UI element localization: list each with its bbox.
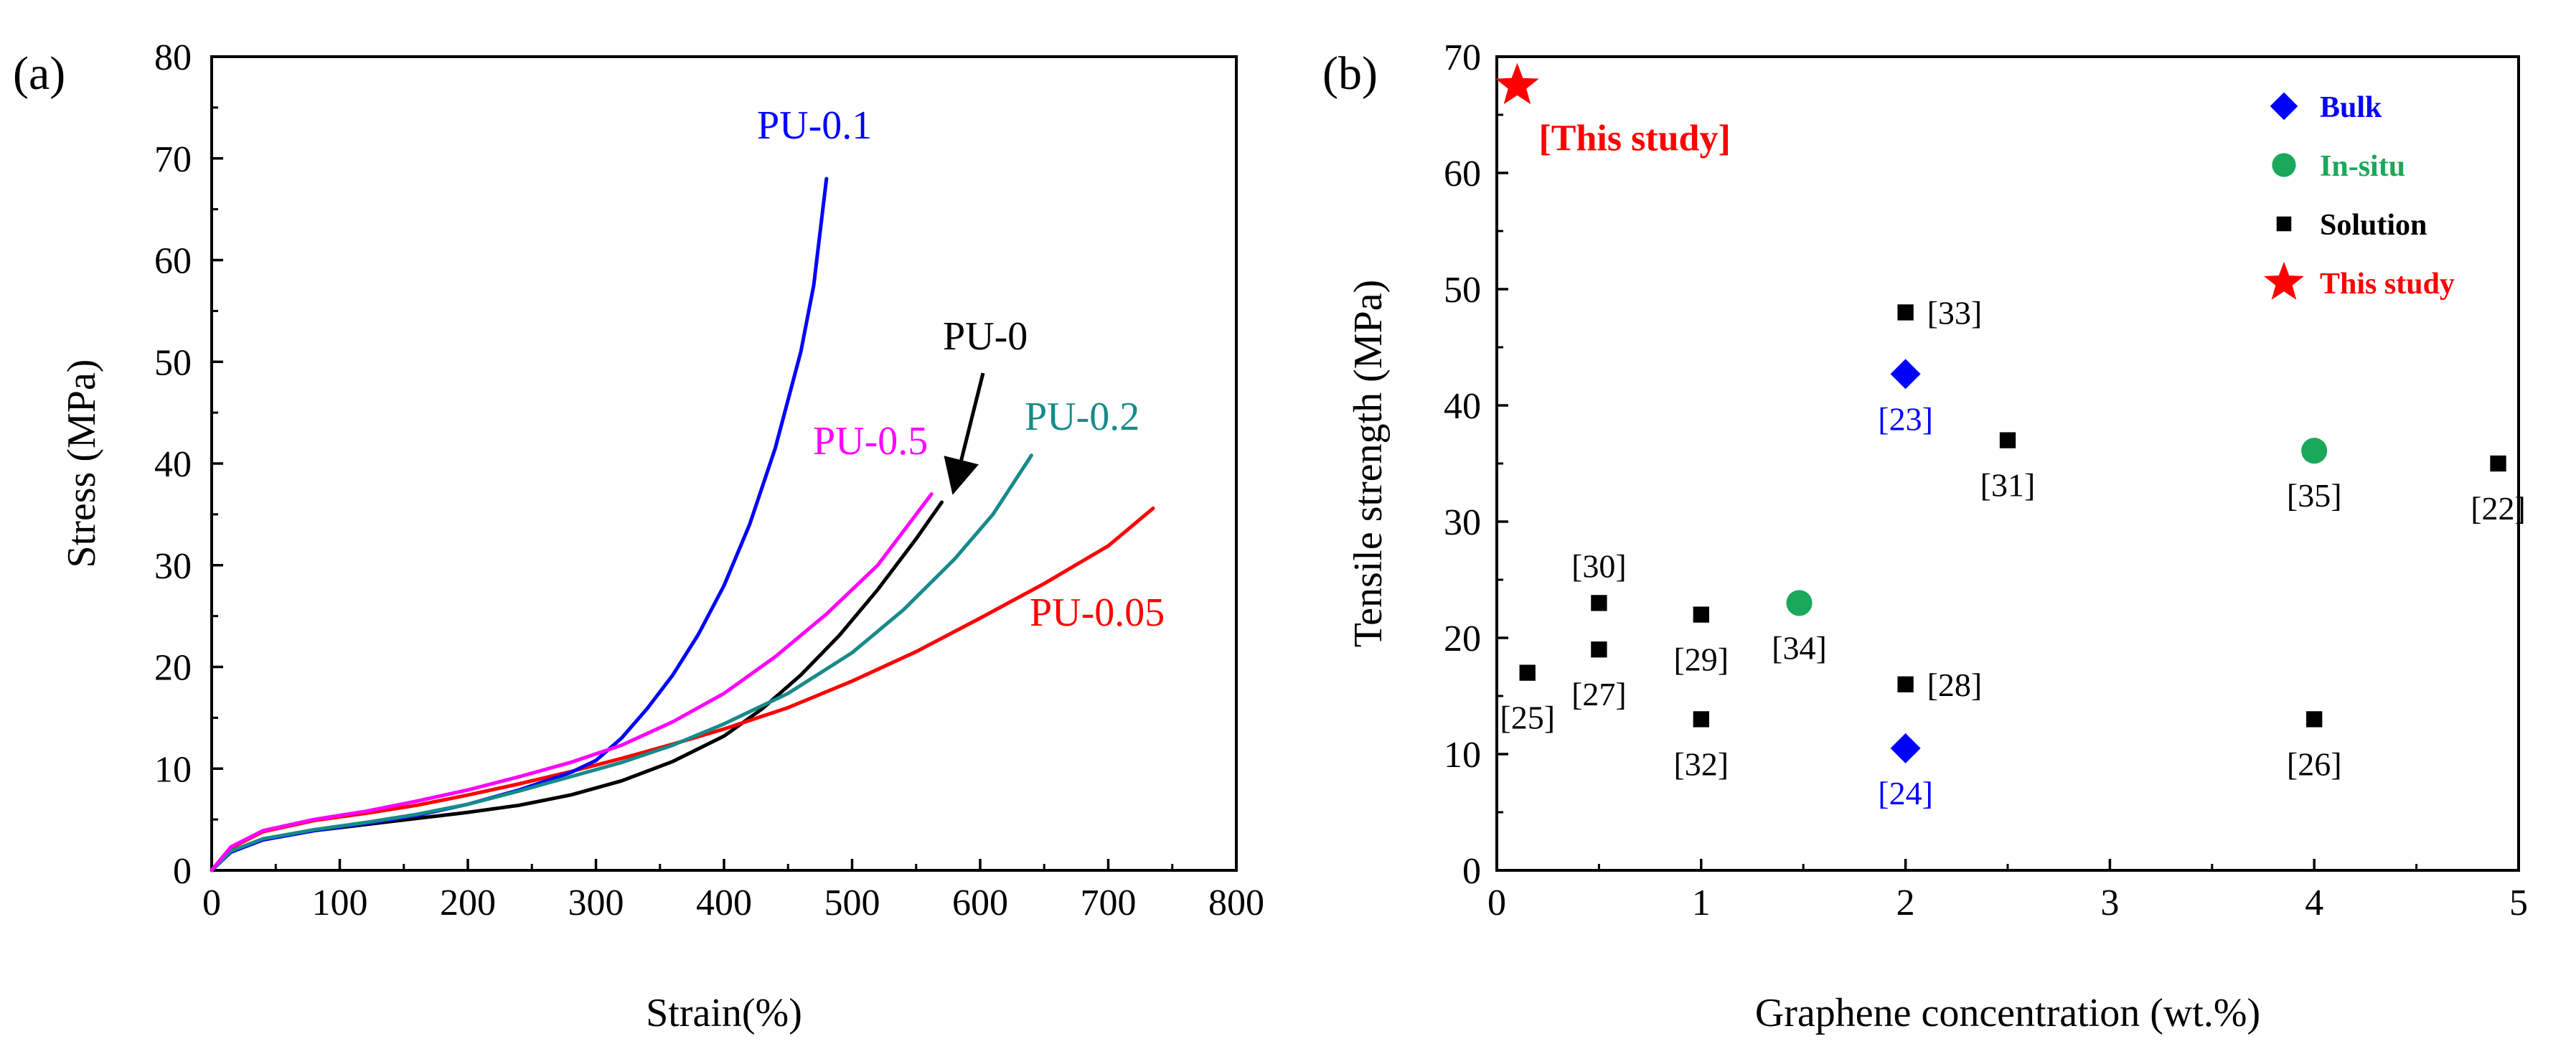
x-tick-label: 5 xyxy=(2509,883,2528,923)
x-tick-label: 500 xyxy=(824,883,880,923)
curve-label-pu-0-05: PU-0.05 xyxy=(1030,591,1165,635)
point-label-ref: [30] xyxy=(1571,547,1627,584)
y-tick-label: 10 xyxy=(1444,735,1481,776)
data-point-in-situ xyxy=(1786,590,1813,616)
plot-frame xyxy=(210,55,1238,872)
y-tick-label: 0 xyxy=(1462,851,1481,892)
y-tick-label: 20 xyxy=(1444,618,1481,659)
x-tick-label: 700 xyxy=(1081,883,1137,923)
data-point-solution xyxy=(1897,676,1914,692)
point-label-ref: [24] xyxy=(1878,775,1933,812)
data-point-bulk xyxy=(1890,359,1921,390)
data-point-solution xyxy=(1897,304,1914,321)
data-point-solution xyxy=(1591,595,1607,611)
y-axis-label: Stress (MPa) xyxy=(60,359,104,568)
point-label-ref: [32] xyxy=(1673,745,1729,782)
x-tick-label: 200 xyxy=(440,883,496,923)
x-tick-label: 800 xyxy=(1208,883,1264,923)
data-point-solution xyxy=(1999,432,2016,448)
x-tick-label: 3 xyxy=(2100,883,2119,923)
point-label-ref: [23] xyxy=(1878,400,1933,437)
data-point-in-situ xyxy=(2301,438,2328,464)
series-line-pu-0-5 xyxy=(210,492,934,872)
curve-label-pu-0: PU-0 xyxy=(943,314,1028,359)
legend-label-this-study: This study xyxy=(2320,268,2455,301)
point-label-ref: [28] xyxy=(1927,667,1983,703)
point-label-ref: [33] xyxy=(1927,294,1983,331)
x-tick-label: 300 xyxy=(568,883,624,923)
panel-label-a: (a) xyxy=(13,47,65,100)
curve-label-pu-0-1: PU-0.1 xyxy=(757,103,872,148)
y-tick-label: 40 xyxy=(154,444,192,485)
y-axis-label: Tensile strength (MPa) xyxy=(1346,280,1391,647)
curve-label-pu-0-5: PU-0.5 xyxy=(813,419,928,464)
y-tick-label: 30 xyxy=(1444,502,1481,543)
y-tick-label: 50 xyxy=(154,342,192,383)
y-tick-label: 80 xyxy=(154,37,192,78)
y-tick-label: 0 xyxy=(173,851,192,892)
data-point-solution xyxy=(2306,711,2323,728)
x-tick-label: 600 xyxy=(952,883,1008,923)
x-axis-label: Graphene concentration (wt.%) xyxy=(1755,991,2260,1035)
data-point-this-study xyxy=(1495,62,1539,105)
data-point-solution xyxy=(1591,641,1607,658)
legend-label-bulk: Bulk xyxy=(2320,91,2382,124)
legend-label-solution: Solution xyxy=(2320,209,2427,242)
point-label-ref: [26] xyxy=(2287,745,2342,782)
legend-marker-solution xyxy=(2276,216,2292,232)
x-tick-label: 400 xyxy=(696,883,752,923)
point-label-ref: [34] xyxy=(1772,629,1827,666)
x-axis-label: Strain(%) xyxy=(646,991,802,1035)
y-tick-label: 40 xyxy=(1444,386,1481,427)
data-point-bulk xyxy=(1890,733,1921,763)
x-tick-label: 0 xyxy=(1487,883,1506,923)
legend-marker-in-situ xyxy=(2272,153,2296,177)
x-tick-label: 100 xyxy=(312,883,368,923)
x-tick-label: 0 xyxy=(202,883,221,923)
data-point-solution xyxy=(1693,606,1709,623)
legend-label-in-situ: In-situ xyxy=(2320,150,2405,183)
series-line-pu-0-1 xyxy=(210,177,829,872)
series-line-pu-0-2 xyxy=(210,453,1033,872)
x-tick-label: 2 xyxy=(1896,883,1915,923)
point-label-this-study: [This study] xyxy=(1538,118,1730,159)
point-label-ref: [27] xyxy=(1571,676,1627,712)
data-point-solution xyxy=(1519,664,1536,681)
data-point-solution xyxy=(1693,711,1709,728)
series-line-pu-0 xyxy=(210,500,944,872)
panel-label-b: (b) xyxy=(1322,47,1378,100)
y-tick-label: 60 xyxy=(154,241,192,282)
point-label-ref: [35] xyxy=(2287,477,2342,514)
pu-0-arrow xyxy=(944,372,985,495)
y-tick-label: 70 xyxy=(154,139,192,180)
series-line-pu-0-05 xyxy=(210,506,1155,872)
y-tick-label: 10 xyxy=(154,749,192,790)
y-tick-label: 50 xyxy=(1444,270,1481,311)
x-tick-label: 1 xyxy=(1692,883,1711,923)
legend-marker-bulk xyxy=(2270,92,2298,121)
x-tick-label: 4 xyxy=(2305,883,2323,923)
y-tick-label: 60 xyxy=(1444,154,1481,194)
legend-marker-this-study xyxy=(2264,261,2304,300)
curve-label-pu-0-2: PU-0.2 xyxy=(1025,395,1139,439)
panel-a-stress-strain-chart: 0 100 200 300 400 500 600 700 800 0 10 20 30 40 50 60 70… xyxy=(13,37,1264,1035)
data-point-solution xyxy=(2490,455,2506,472)
point-label-ref: [31] xyxy=(1980,467,2036,504)
y-tick-label: 70 xyxy=(1444,37,1481,78)
point-label-ref: [25] xyxy=(1500,700,1555,736)
y-tick-label: 30 xyxy=(154,546,192,587)
y-tick-label: 20 xyxy=(154,648,192,689)
point-label-ref: [29] xyxy=(1673,641,1729,678)
point-label-ref: [22] xyxy=(2471,490,2526,527)
